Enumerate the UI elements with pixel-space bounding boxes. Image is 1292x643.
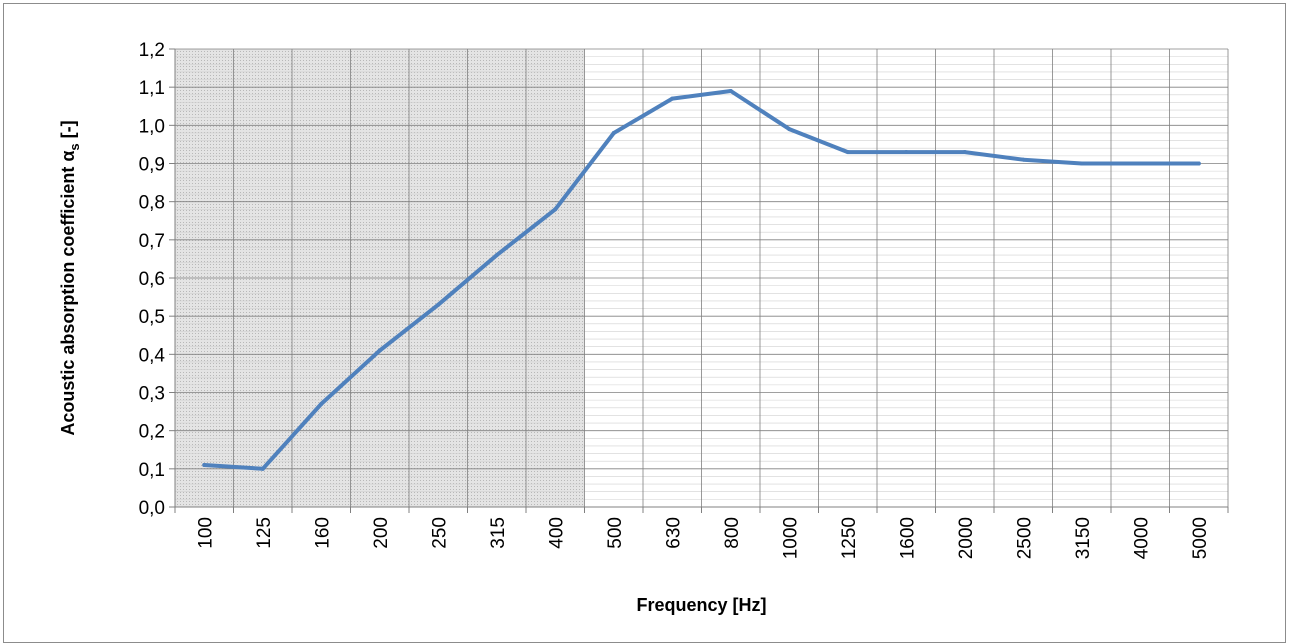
y-tick-label: 1,1 <box>139 78 165 99</box>
y-tick-label: 0,7 <box>139 231 165 252</box>
x-tick-label: 2500 <box>1014 517 1035 559</box>
x-axis-title: Frequency [Hz] <box>636 595 766 615</box>
acoustic-absorption-chart: 0,00,10,20,30,40,50,60,70,80,91,01,11,2 … <box>58 40 1229 615</box>
data-point <box>1021 157 1026 162</box>
data-point <box>1138 161 1143 166</box>
x-tick-label: 3150 <box>1073 517 1094 559</box>
x-tick-label: 1250 <box>839 517 860 559</box>
y-tick-label: 0,8 <box>139 193 165 214</box>
series-layer <box>202 88 1201 471</box>
x-tick-label: 4000 <box>1131 517 1152 559</box>
x-tick-label: 160 <box>312 517 333 549</box>
x-tick-label: 315 <box>488 517 509 549</box>
y-tick-label: 1,0 <box>139 116 165 137</box>
data-point <box>202 463 207 468</box>
data-point <box>260 466 265 471</box>
x-tick-label: 5000 <box>1190 517 1211 559</box>
y-tick-label: 0,9 <box>139 155 165 176</box>
data-point <box>962 150 967 155</box>
data-point <box>904 150 909 155</box>
y-tick-label: 0,6 <box>139 269 165 290</box>
x-tick-label: 200 <box>371 517 392 549</box>
y-tick-label: 0,1 <box>139 460 165 481</box>
y-tick-label: 0,5 <box>139 307 165 328</box>
x-tick-label: 400 <box>546 517 567 549</box>
x-tick-label: 630 <box>663 517 684 549</box>
data-point <box>1079 161 1084 166</box>
data-point <box>670 96 675 101</box>
y-tick-label: 0,2 <box>139 422 165 443</box>
axes <box>169 48 1229 513</box>
data-point <box>553 207 558 212</box>
y-tick-labels: 0,0 0,1 0,2 0,3 0,4 0,5 0,6 0,7 0,8 0,9 1,0 1,1 1,2 <box>139 40 166 519</box>
y-tick-label: 0,3 <box>139 384 165 405</box>
x-tick-label: 1000 <box>780 517 801 559</box>
x-tick-label: 250 <box>429 517 450 549</box>
y-tick-label: 1,2 <box>139 40 165 61</box>
data-point <box>728 88 733 93</box>
data-point <box>377 348 382 353</box>
x-tick-label: 1600 <box>897 517 918 559</box>
x-tick-label: 100 <box>195 517 216 549</box>
data-point <box>611 130 616 135</box>
data-point <box>436 302 441 307</box>
x-tick-label: 800 <box>722 517 743 549</box>
data-point <box>787 127 792 132</box>
x-tick-labels: 100 125 160 200 250 315 400 500 630 800 1000 1250 16… <box>195 517 1211 559</box>
y-tick-label: 0,0 <box>139 498 165 519</box>
series-line <box>202 89 1201 471</box>
x-tick-label: 125 <box>254 517 275 549</box>
x-tick-label: 500 <box>605 517 626 549</box>
y-tick-label: 0,4 <box>139 345 166 366</box>
data-point <box>1196 161 1201 166</box>
data-point <box>494 253 499 258</box>
data-point <box>845 150 850 155</box>
y-axis-title: Acoustic absorption coefficient αs [-] <box>58 120 82 435</box>
x-tick-label: 2000 <box>956 517 977 559</box>
data-point <box>319 401 324 406</box>
